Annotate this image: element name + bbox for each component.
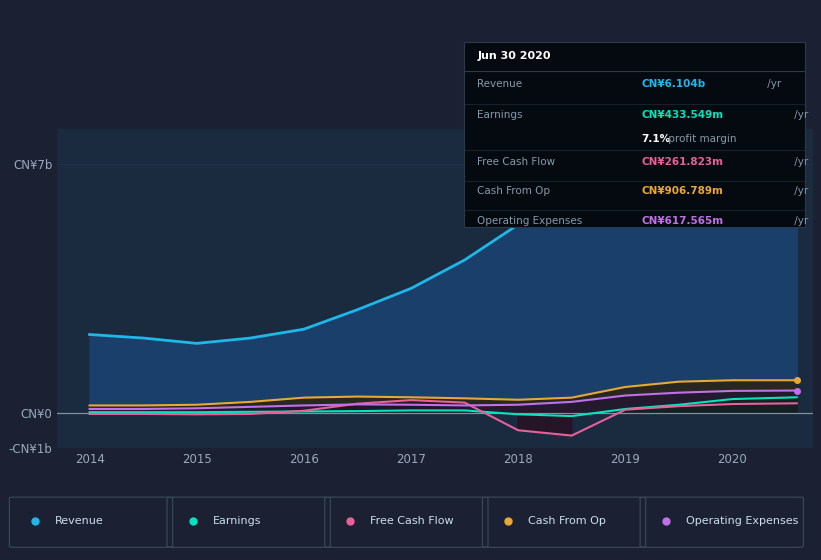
Text: Free Cash Flow: Free Cash Flow xyxy=(478,157,556,166)
Text: CN¥617.565m: CN¥617.565m xyxy=(641,216,723,226)
Text: /yr: /yr xyxy=(791,157,808,166)
Text: Free Cash Flow: Free Cash Flow xyxy=(370,516,454,526)
Text: Revenue: Revenue xyxy=(55,516,103,526)
Text: Cash From Op: Cash From Op xyxy=(528,516,606,526)
Text: Earnings: Earnings xyxy=(478,110,523,120)
Text: /yr: /yr xyxy=(764,79,781,89)
Text: /yr: /yr xyxy=(791,110,808,120)
Text: /yr: /yr xyxy=(791,216,808,226)
Text: Revenue: Revenue xyxy=(478,79,523,89)
Text: CN¥433.549m: CN¥433.549m xyxy=(641,110,723,120)
Text: profit margin: profit margin xyxy=(665,134,736,144)
Text: Earnings: Earnings xyxy=(213,516,261,526)
Text: CN¥906.789m: CN¥906.789m xyxy=(641,186,723,196)
Text: CN¥261.823m: CN¥261.823m xyxy=(641,157,723,166)
Text: /yr: /yr xyxy=(791,186,808,196)
Text: Operating Expenses: Operating Expenses xyxy=(478,216,583,226)
Text: CN¥6.104b: CN¥6.104b xyxy=(641,79,705,89)
Text: Operating Expenses: Operating Expenses xyxy=(686,516,798,526)
Text: 7.1%: 7.1% xyxy=(641,134,670,144)
Text: Jun 30 2020: Jun 30 2020 xyxy=(478,52,551,61)
Text: Cash From Op: Cash From Op xyxy=(478,186,551,196)
